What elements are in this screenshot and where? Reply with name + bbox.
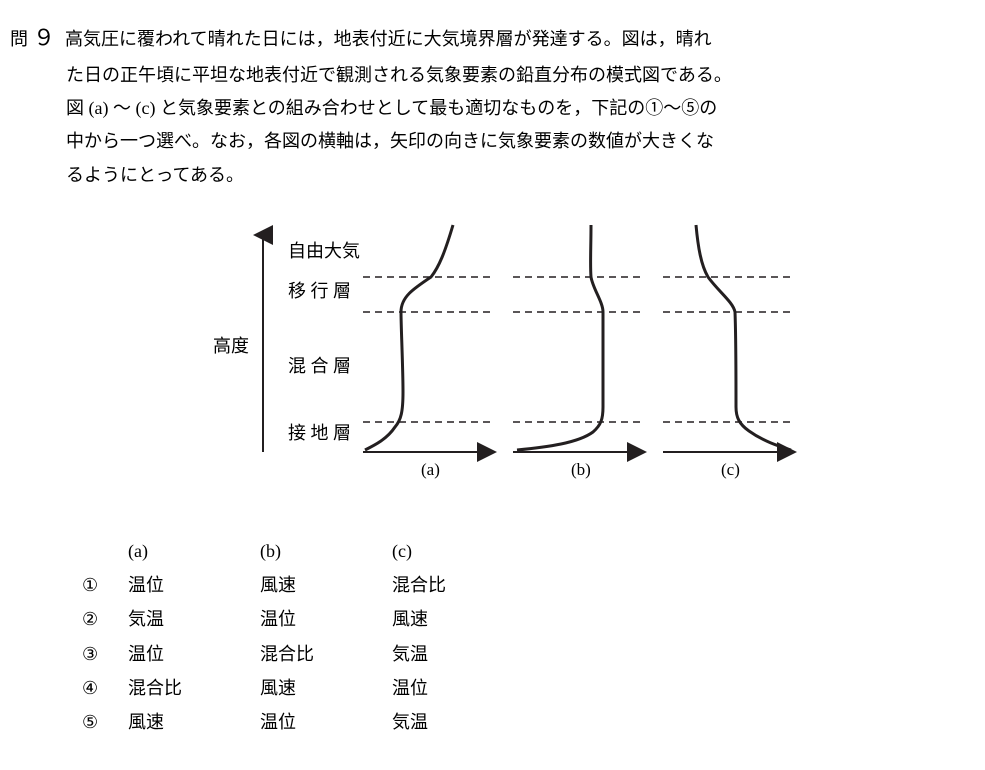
choice-header-b: (b) [260,535,392,568]
choice-header-a: (a) [128,535,260,568]
layer-transition: 移 行 層 [288,281,351,301]
choice-a: 風速 [128,706,260,739]
choice-c: 気温 [392,706,524,739]
choice-b: 混合比 [260,638,392,671]
choice-row: ⑤ 風速 温位 気温 [82,706,945,739]
choices-block: (a) (b) (c) ① 温位 風速 混合比 ② 気温 温位 風速 ③ 温位 … [82,535,945,740]
choice-b: 温位 [260,603,392,636]
diagram-area: 自由大気 移 行 層 混 合 層 接 地 層 高度 (a) (b) [10,217,945,507]
layer-free-atmosphere: 自由大気 [288,241,360,261]
choice-num: ① [82,569,128,602]
choice-a: 温位 [128,638,260,671]
choice-b: 温位 [260,706,392,739]
question-line-4: 中から一つ選べ。なお，各図の横軸は，矢印の向きに気象要素の数値が大きくな [66,125,945,158]
panel-a: (a) [363,225,493,479]
panel-b-label: (b) [571,460,591,479]
question-line-3: 図 (a) ～ (c) と気象要素との組み合わせとして最も適切なものを，下記の①… [66,92,945,125]
choice-a: 温位 [128,569,260,602]
layer-mixing: 混 合 層 [288,356,351,376]
panel-a-label: (a) [421,460,440,479]
y-axis-label: 高度 [213,336,249,356]
panel-b: (b) [513,225,643,479]
question-label-number: ９ [33,25,55,50]
layer-surface: 接 地 層 [288,423,351,443]
choice-c: 混合比 [392,569,524,602]
question-line-2: た日の正午頃に平坦な地表付近で観測される気象要素の鉛直分布の模式図である。 [66,59,945,92]
panel-c: (c) [663,225,793,479]
question-line-5: るようにとってある。 [66,159,945,192]
choice-header-row: (a) (b) (c) [82,535,945,568]
question-label: 問 ９ [10,18,55,59]
choice-c: 温位 [392,672,524,705]
profile-diagram: 自由大気 移 行 層 混 合 層 接 地 層 高度 (a) (b) [153,217,803,507]
question-text-block: 問 ９ 高気圧に覆われて晴れた日には，地表付近に大気境界層が発達する。図は，晴れ… [10,18,945,192]
choice-c: 風速 [392,603,524,636]
choice-a: 混合比 [128,672,260,705]
question-label-prefix: 問 [10,29,28,49]
choice-num: ③ [82,638,128,671]
choice-row: ③ 温位 混合比 気温 [82,638,945,671]
choice-num: ⑤ [82,706,128,739]
choice-a: 気温 [128,603,260,636]
choice-b: 風速 [260,569,392,602]
choice-row: ④ 混合比 風速 温位 [82,672,945,705]
question-line-1: 高気圧に覆われて晴れた日には，地表付近に大気境界層が発達する。図は，晴れ [65,23,712,56]
choice-header-c: (c) [392,535,524,568]
panel-c-label: (c) [721,460,740,479]
choice-num: ② [82,603,128,636]
choice-num: ④ [82,672,128,705]
choice-row: ② 気温 温位 風速 [82,603,945,636]
choice-c: 気温 [392,638,524,671]
choice-row: ① 温位 風速 混合比 [82,569,945,602]
choice-b: 風速 [260,672,392,705]
